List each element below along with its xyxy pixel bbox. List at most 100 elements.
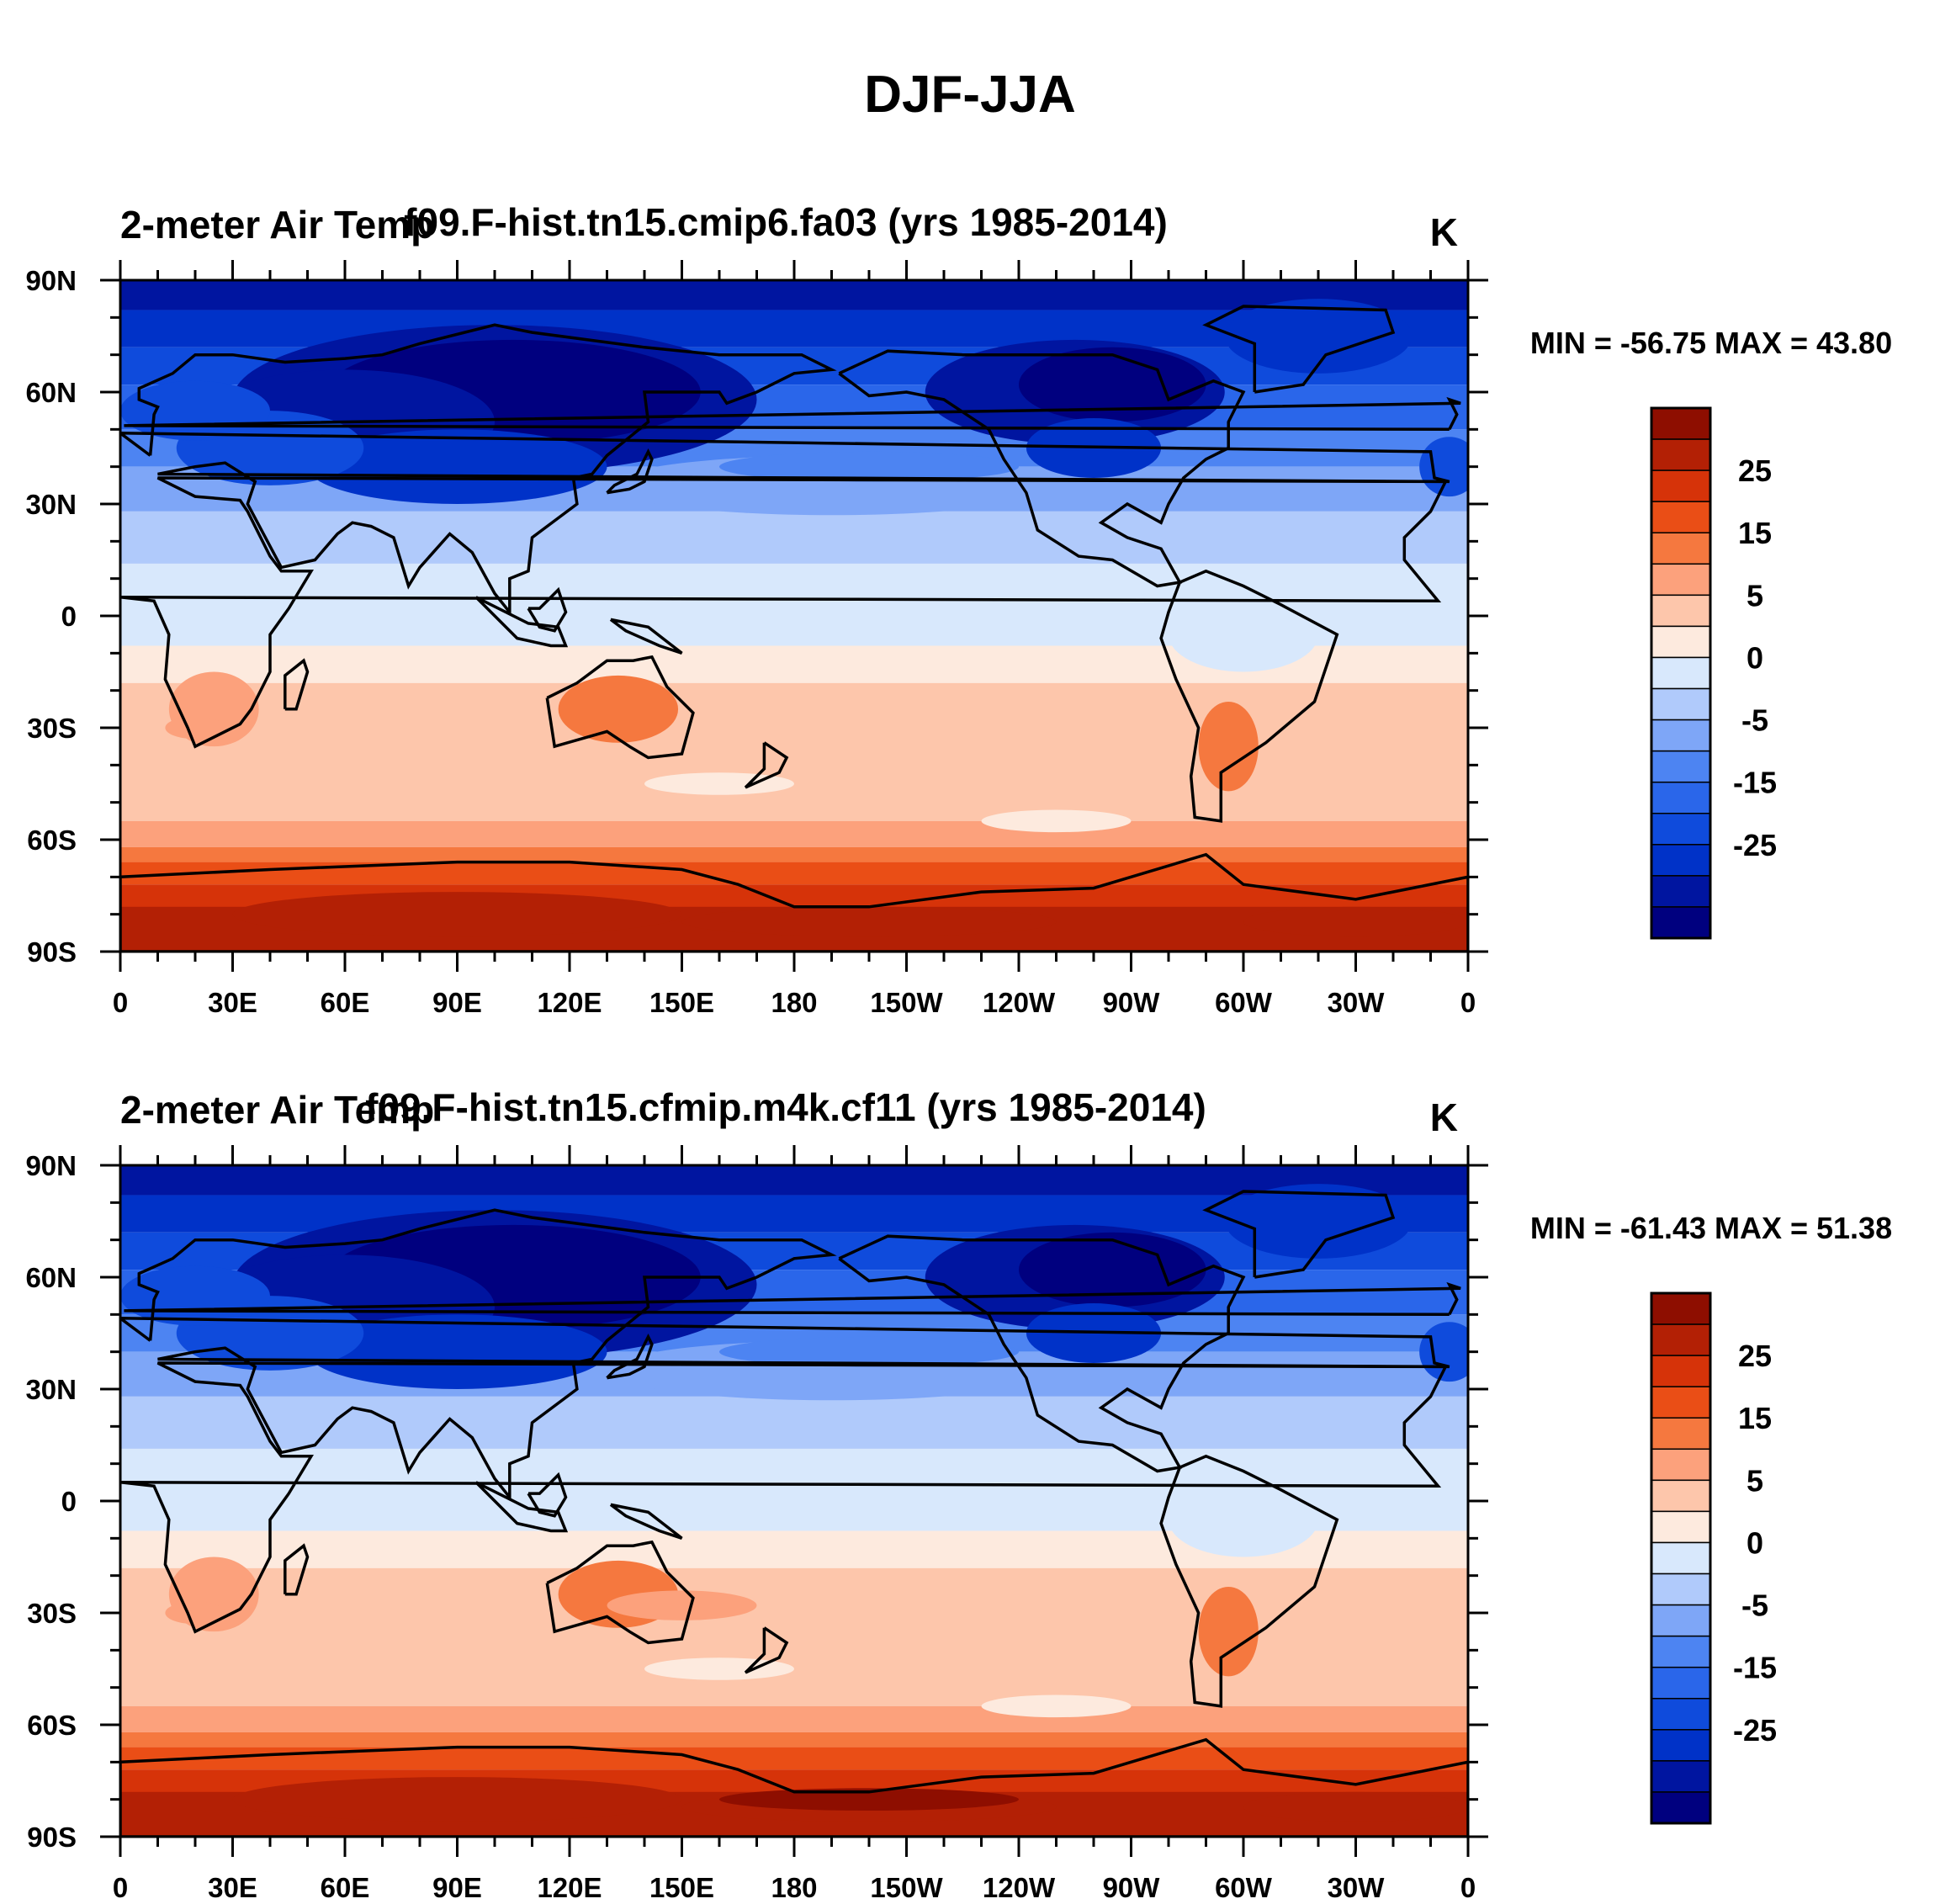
colorbar-swatch: [1651, 469, 1711, 502]
map-panel-1: 90N 60N 30N 0 30S 60S 90S 0 30E 60E 90E 120E 150E 180…: [25, 200, 1892, 1018]
lon-label: 120E: [537, 987, 602, 1018]
colorbar-label: -5: [1741, 1588, 1768, 1623]
lat-label: 90S: [27, 1822, 77, 1853]
colorbar-swatch: [1651, 1292, 1711, 1325]
lon-label: 90W: [1103, 987, 1161, 1018]
colorbar-label: -25: [1733, 828, 1777, 862]
lat-label: 60S: [27, 1710, 77, 1741]
colorbar-swatch: [1651, 875, 1711, 908]
coastline-greenland: [1202, 305, 1396, 394]
temperature-field: [120, 280, 1468, 952]
lon-label: 60W: [1215, 1872, 1273, 1903]
coastline-antarctica: [120, 852, 1468, 952]
lon-label: 90W: [1103, 1872, 1161, 1903]
lon-label: 150E: [649, 987, 714, 1018]
coastline-australia: [545, 655, 695, 760]
lon-label: 60E: [321, 1872, 370, 1903]
coastline-nz: [744, 1626, 789, 1674]
coastline-png: [609, 1503, 683, 1540]
lon-label: 0: [113, 987, 128, 1018]
panel-units: K: [1430, 1095, 1458, 1139]
coastline-africa: [120, 1361, 1447, 1634]
lat-label: 60N: [25, 1262, 77, 1293]
lon-label: 30E: [208, 1872, 257, 1903]
lat-label: 30N: [25, 489, 77, 520]
lon-label: 30W: [1328, 1872, 1386, 1903]
colorbar-swatch: [1651, 1510, 1711, 1544]
coastline-madagascar: [284, 658, 310, 711]
coastline-africa: [120, 476, 1447, 749]
colorbar-label: -25: [1733, 1713, 1777, 1748]
colorbar-label: -5: [1741, 703, 1768, 738]
colorbar-swatch: [1651, 781, 1711, 814]
lat-label: 30S: [27, 1598, 77, 1629]
colorbar-swatch: [1651, 1698, 1711, 1731]
colorbar-swatch: [1651, 594, 1711, 628]
lon-label: 150W: [870, 987, 943, 1018]
colorbar-swatch: [1651, 1604, 1711, 1637]
colorbar-swatch: [1651, 1386, 1711, 1419]
colorbar-swatch: [1651, 1323, 1711, 1356]
lat-label: 30N: [25, 1374, 77, 1405]
temperature-field: [120, 1165, 1468, 1837]
colorbar-swatch: [1651, 1417, 1711, 1451]
colorbar-swatch: [1651, 1355, 1711, 1387]
colorbar: 25 15 5 0 -5 -15 -25: [1650, 1291, 1777, 1825]
colorbar-swatch: [1651, 844, 1711, 877]
lon-label: 120W: [983, 1872, 1056, 1903]
colorbar-label: 25: [1738, 1339, 1772, 1373]
colorbar-label: -15: [1733, 1651, 1777, 1685]
colorbar-label: 5: [1747, 578, 1763, 613]
lon-label: 60W: [1215, 987, 1273, 1018]
panel-center-title: f09.F-hist.tn15.cmip6.fa03 (yrs 1985-201…: [404, 200, 1168, 244]
colorbar-swatch: [1651, 906, 1711, 939]
colorbar-swatch: [1651, 407, 1711, 440]
figure-title: DJF-JJA: [864, 66, 1076, 124]
colorbar-swatch: [1651, 1635, 1711, 1668]
colorbar-swatch: [1651, 1666, 1711, 1700]
coastline-indonesia: [474, 596, 569, 648]
panel-center-title: f09.F-hist.tn15.cfmip.m4k.cf11 (yrs 1985…: [365, 1085, 1206, 1129]
lon-label: 150W: [870, 1872, 943, 1903]
colorbar-swatch: [1651, 1729, 1711, 1762]
coastlines: [120, 305, 1468, 952]
lon-label: 0: [1460, 987, 1476, 1018]
lon-label: 90E: [432, 987, 482, 1018]
colorbar-swatch: [1651, 1573, 1711, 1606]
colorbar-swatch: [1651, 438, 1711, 471]
colorbar-swatch: [1651, 813, 1711, 846]
colorbar-label: 25: [1738, 453, 1772, 488]
lat-label: 30S: [27, 713, 77, 744]
coastline-borneo: [527, 1472, 568, 1518]
min-max-label: MIN = -56.75 MAX = 43.80: [1530, 326, 1892, 360]
colorbar-swatch: [1651, 1760, 1711, 1793]
axis-ticks: [100, 1145, 1488, 1857]
colorbar-swatch: [1651, 1479, 1711, 1513]
panels: 90N 60N 30N 0 30S 60S 90S 0 30E 60E 90E 120E 150E 180…: [25, 200, 1892, 1903]
lat-label: 60N: [25, 377, 77, 408]
coastline-australia: [545, 1540, 695, 1645]
coastline-samerica: [1159, 569, 1339, 823]
lon-label: 30E: [208, 987, 257, 1018]
lon-label: 180: [771, 1872, 817, 1903]
panel-left-title: 2-meter Air Temp: [120, 203, 434, 247]
lat-label: 0: [61, 601, 77, 632]
colorbar-swatch: [1651, 1791, 1711, 1824]
coastline-antarctica: [120, 1737, 1468, 1837]
map-panel-2: 90N 60N 30N 0 30S 60S 90S 0 30E 60E 90E 120E 150E 180…: [25, 1085, 1892, 1903]
lon-label: 150E: [649, 1872, 714, 1903]
lat-label: 90N: [25, 265, 77, 296]
lat-label: 0: [61, 1486, 77, 1517]
coastline-madagascar: [284, 1543, 310, 1596]
colorbar-swatch: [1651, 563, 1711, 597]
panel-left-title: 2-meter Air Temp: [120, 1088, 434, 1132]
coastline-japan: [606, 1333, 654, 1380]
coastline-greenland: [1202, 1190, 1396, 1279]
coastline-samerica: [1159, 1454, 1339, 1708]
lat-label: 60S: [27, 825, 77, 856]
colorbar-label: -15: [1733, 766, 1777, 800]
colorbar-swatch: [1651, 750, 1711, 783]
colorbar-swatch: [1651, 687, 1711, 721]
coastline-uk: [124, 1281, 1461, 1317]
